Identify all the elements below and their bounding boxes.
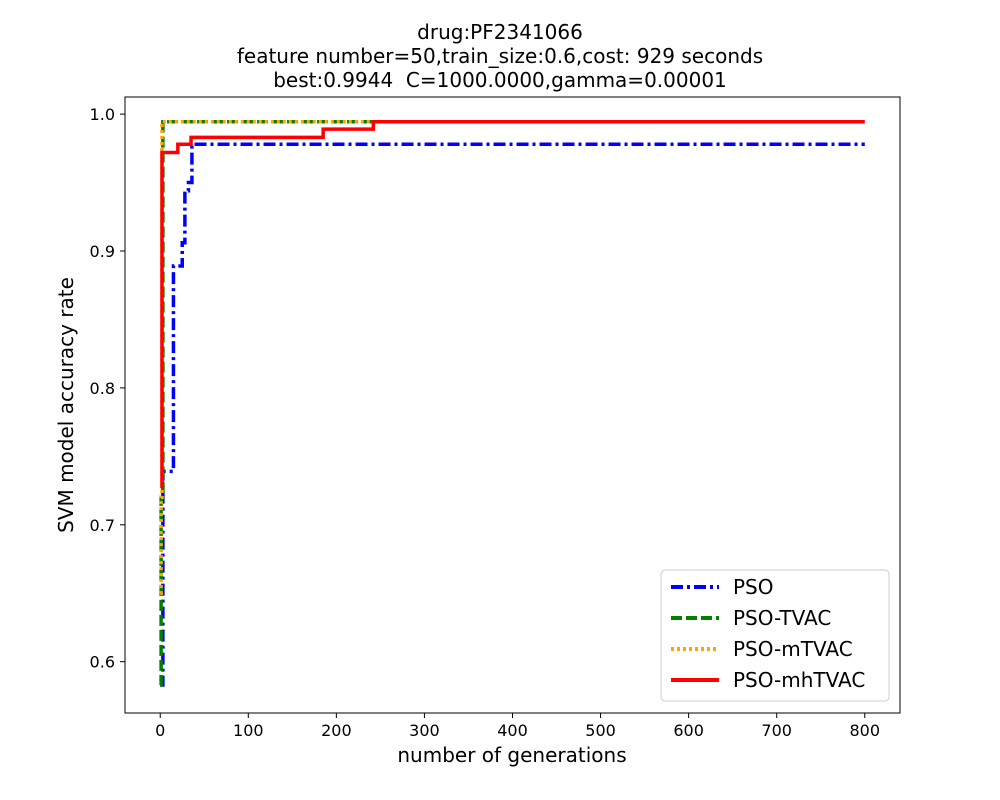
chart-title-line-3: best:0.9944 C=1000.0000,gamma=0.00001 [273,68,727,92]
x-tick-label: 500 [585,721,616,740]
chart-title-line-1: drug:PF2341066 [417,20,583,44]
x-axis-label: number of generations [397,743,626,767]
x-tick-label: 200 [321,721,352,740]
series-layer [159,120,865,687]
legend-box [660,569,890,702]
y-tick-label: 1.0 [90,105,115,124]
series-line-pso [160,142,865,687]
y-tick-label: 0.9 [90,242,115,261]
y-axis-label: SVM model accuracy rate [54,277,78,533]
x-tick-label: 600 [673,721,704,740]
x-tick-label: 800 [849,721,880,740]
legend-label-pso-mhtvac: PSO-mhTVAC [733,668,865,692]
series-line-pso-mtvac [159,120,372,595]
y-tick-label: 0.7 [90,516,115,535]
x-tick-label: 0 [155,721,165,740]
y-tick-label: 0.8 [90,379,115,398]
legend-label-pso-tvac: PSO-TVAC [733,606,831,630]
x-tick-label: 100 [233,721,264,740]
series-line-pso-tvac [159,120,372,687]
legend-label-pso: PSO [733,575,774,599]
x-tick-label: 400 [497,721,528,740]
y-tick-label: 0.6 [90,653,115,672]
x-tick-label: 700 [761,721,792,740]
x-tick-label: 300 [409,721,440,740]
legend-label-pso-mtvac: PSO-mTVAC [733,637,853,661]
chart-title-line-2: feature number=50,train_size:0.6,cost: 9… [236,44,764,68]
series-line-pso-mhtvac [160,120,865,489]
axis-layer: 0 100 200 300 400 500 600 700 800 0.6 0.7 0.8 0.9 1.0 [90,105,880,740]
legend: PSO PSO-TVAC PSO-mTVAC PSO-mhTVAC [660,569,890,702]
